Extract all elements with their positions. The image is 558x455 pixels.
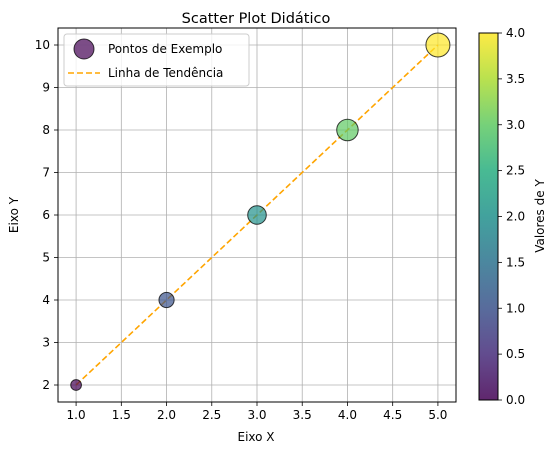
- legend-label-trend: Linha de Tendência: [108, 66, 223, 80]
- colorbar-gradient: [478, 32, 499, 401]
- colorbar-tick-label: 2.0: [506, 210, 525, 224]
- y-axis-label: Eixo Y: [7, 196, 21, 233]
- x-tick-label: 5.0: [428, 408, 447, 422]
- colorbar: 0.0 0.5 1.0 1.5 2.0 2.5 3.0 3.5 4.0 Valores de Y: [478, 26, 547, 407]
- chart-title: Scatter Plot Didático: [182, 11, 331, 27]
- y-tick-label: 5: [42, 251, 50, 265]
- scatter-point: [425, 32, 451, 58]
- y-tick-label: 9: [42, 81, 50, 95]
- legend-label-points: Pontos de Exemplo: [108, 42, 222, 56]
- scatter-point: [247, 205, 267, 225]
- y-tick-label: 3: [42, 336, 50, 350]
- colorbar-label: Valores de Y: [533, 179, 547, 253]
- y-tick-label: 6: [42, 208, 50, 222]
- colorbar-ticks: 0.0 0.5 1.0 1.5 2.0 2.5 3.0 3.5 4.0: [498, 26, 525, 407]
- x-tick-label: 1.0: [67, 408, 86, 422]
- legend-box: [63, 33, 250, 87]
- colorbar-tick-label: 3.5: [506, 72, 525, 86]
- scatter-point: [158, 291, 175, 309]
- colorbar-tick-label: 1.5: [506, 255, 525, 269]
- scatter-points: [70, 32, 451, 391]
- x-tick-label: 3.5: [293, 408, 312, 422]
- scatter-point: [336, 118, 359, 142]
- x-tick-label: 3.0: [247, 408, 266, 422]
- y-tick-label: 2: [42, 378, 50, 392]
- x-tick-label: 4.5: [383, 408, 402, 422]
- x-axis-label: Eixo X: [237, 430, 274, 444]
- plot-frame: [57, 27, 457, 403]
- colorbar-tick-label: 1.0: [506, 301, 525, 315]
- colorbar-tick-label: 0.5: [506, 347, 525, 361]
- colorbar-tick-label: 2.5: [506, 164, 525, 178]
- y-axis-ticks: 2 3 4 5 6 7 8 9 10: [35, 38, 58, 392]
- x-axis-ticks: 1.0 1.5 2.0 2.5 3.0 3.5 4.0 4.5 5.0: [67, 402, 447, 422]
- colorbar-tick-label: 3.0: [506, 118, 525, 132]
- y-tick-label: 10: [35, 38, 50, 52]
- colorbar-tick-label: 4.0: [506, 26, 525, 40]
- y-tick-label: 8: [42, 123, 50, 137]
- colorbar-tick-label: 0.0: [506, 393, 525, 407]
- x-tick-label: 2.5: [202, 408, 221, 422]
- y-tick-label: 4: [42, 293, 50, 307]
- x-tick-label: 2.0: [157, 408, 176, 422]
- y-tick-label: 7: [42, 166, 50, 180]
- plot-area: 1.0 1.5 2.0 2.5 3.0 3.5 4.0 4.5 5.0 2 3 4 5 6 7 8 9 10: [35, 27, 457, 422]
- x-tick-label: 4.0: [338, 408, 357, 422]
- x-tick-label: 1.5: [112, 408, 131, 422]
- scatter-point: [70, 379, 82, 391]
- legend: Pontos de Exemplo Linha de Tendência: [63, 33, 250, 87]
- legend-marker-points: [73, 38, 95, 60]
